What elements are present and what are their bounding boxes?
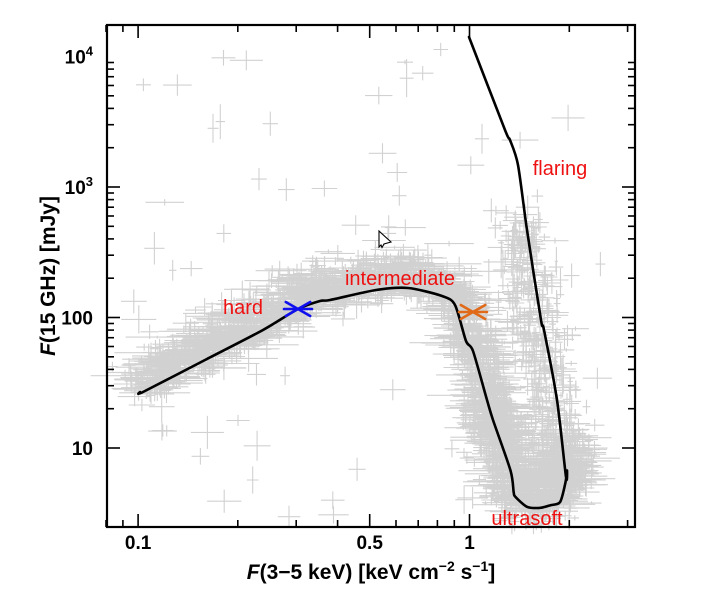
svg-text:100: 100: [61, 309, 93, 330]
svg-text:intermediate: intermediate: [345, 268, 455, 290]
svg-text:10: 10: [72, 439, 93, 460]
svg-text:hard: hard: [223, 297, 263, 319]
svg-text:flaring: flaring: [533, 158, 587, 180]
svg-text:1: 1: [464, 533, 475, 554]
svg-text:ultrasoft: ultrasoft: [491, 508, 563, 530]
svg-text:F(3−5 keV) [keV cm−2 s−1]: F(3−5 keV) [keV cm−2 s−1]: [247, 558, 495, 584]
svg-text:0.1: 0.1: [125, 533, 152, 554]
svg-text:F(15 GHz) [mJy]: F(15 GHz) [mJy]: [37, 196, 60, 356]
svg-text:0.5: 0.5: [356, 533, 383, 554]
